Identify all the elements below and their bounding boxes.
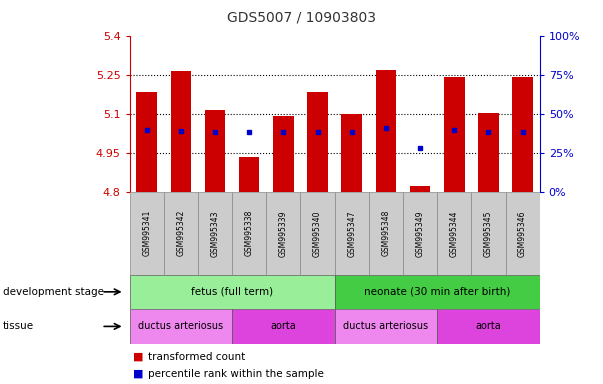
Bar bbox=[267, 192, 300, 275]
Text: ■: ■ bbox=[133, 369, 143, 379]
Text: development stage: development stage bbox=[3, 287, 104, 297]
Text: GSM995347: GSM995347 bbox=[347, 210, 356, 257]
Text: transformed count: transformed count bbox=[148, 352, 245, 362]
Bar bbox=[437, 309, 540, 344]
Bar bbox=[376, 70, 396, 192]
Bar bbox=[369, 192, 403, 275]
Text: fetus (full term): fetus (full term) bbox=[191, 287, 273, 297]
Bar bbox=[232, 309, 335, 344]
Bar bbox=[130, 309, 232, 344]
Bar bbox=[308, 92, 328, 192]
Bar bbox=[437, 192, 472, 275]
Text: ductus arteriosus: ductus arteriosus bbox=[343, 321, 429, 331]
Text: ductus arteriosus: ductus arteriosus bbox=[138, 321, 224, 331]
Bar bbox=[171, 71, 191, 192]
Text: GSM995339: GSM995339 bbox=[279, 210, 288, 257]
Bar bbox=[335, 275, 540, 309]
Bar bbox=[505, 192, 540, 275]
Bar bbox=[513, 77, 533, 192]
Bar bbox=[410, 185, 431, 192]
Bar bbox=[478, 113, 499, 192]
Text: aorta: aorta bbox=[476, 321, 501, 331]
Bar bbox=[136, 92, 157, 192]
Bar bbox=[341, 114, 362, 192]
Bar bbox=[472, 192, 505, 275]
Text: GSM995348: GSM995348 bbox=[382, 210, 390, 257]
Bar bbox=[335, 192, 369, 275]
Text: neonate (30 min after birth): neonate (30 min after birth) bbox=[364, 287, 510, 297]
Bar bbox=[205, 110, 226, 192]
Bar bbox=[164, 192, 198, 275]
Bar bbox=[198, 192, 232, 275]
Text: GSM995345: GSM995345 bbox=[484, 210, 493, 257]
Bar bbox=[273, 116, 294, 192]
Bar bbox=[239, 157, 259, 192]
Bar bbox=[130, 275, 335, 309]
Bar bbox=[444, 77, 464, 192]
Bar bbox=[335, 309, 437, 344]
Text: GSM995346: GSM995346 bbox=[518, 210, 527, 257]
Bar bbox=[300, 192, 335, 275]
Text: GSM995344: GSM995344 bbox=[450, 210, 459, 257]
Bar bbox=[403, 192, 437, 275]
Text: GSM995338: GSM995338 bbox=[245, 210, 254, 257]
Text: GSM995343: GSM995343 bbox=[210, 210, 219, 257]
Text: aorta: aorta bbox=[271, 321, 296, 331]
Text: tissue: tissue bbox=[3, 321, 34, 331]
Text: GSM995341: GSM995341 bbox=[142, 210, 151, 257]
Bar bbox=[232, 192, 267, 275]
Text: percentile rank within the sample: percentile rank within the sample bbox=[148, 369, 324, 379]
Text: GSM995340: GSM995340 bbox=[313, 210, 322, 257]
Text: GDS5007 / 10903803: GDS5007 / 10903803 bbox=[227, 10, 376, 24]
Text: GSM995349: GSM995349 bbox=[415, 210, 425, 257]
Text: GSM995342: GSM995342 bbox=[177, 210, 185, 257]
Text: ■: ■ bbox=[133, 352, 143, 362]
Bar bbox=[130, 192, 164, 275]
